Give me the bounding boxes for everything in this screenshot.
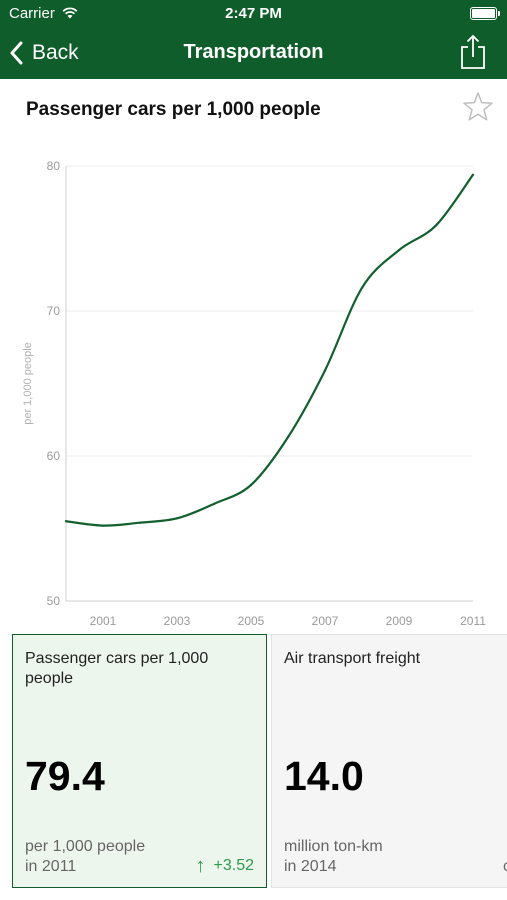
- status-time: 2:47 PM: [225, 5, 282, 22]
- data-point: [471, 173, 475, 176]
- data-point: [360, 286, 364, 289]
- carrier-label: Carrier: [9, 5, 55, 22]
- wifi-icon: [62, 6, 78, 23]
- navigation-bar: Back Transportation: [0, 28, 507, 79]
- card-overflow-text: c: [503, 858, 507, 876]
- indicator-cards: Passenger cars per 1,000 people 79.4 per…: [0, 634, 507, 888]
- data-point: [286, 436, 290, 439]
- y-tick-label: 80: [47, 159, 61, 173]
- favorite-button[interactable]: [462, 91, 494, 128]
- arrow-up-icon: ↑: [195, 855, 206, 877]
- y-axis-label: per 1,000 people: [22, 342, 34, 425]
- chart-heading: Passenger cars per 1,000 people: [26, 99, 321, 120]
- series-line: [65, 174, 474, 527]
- card-unit: million ton-km: [284, 838, 383, 855]
- data-point: [175, 517, 179, 520]
- data-point: [64, 520, 68, 523]
- share-icon: [459, 34, 487, 74]
- data-point: [212, 502, 216, 505]
- back-button[interactable]: Back: [10, 38, 79, 68]
- line-chart: 50 60 70 80 2001 2003 2005 2007 2009 2011 per 1,00…: [22, 159, 486, 628]
- card-value: 14.0: [284, 753, 364, 799]
- card-change-value: +3.52: [213, 857, 254, 874]
- y-tick-label: 50: [47, 594, 61, 608]
- battery-icon: [470, 7, 500, 20]
- card-year: in 2014: [284, 858, 337, 875]
- y-tick-label: 70: [47, 304, 61, 318]
- card-change: ↑ +3.52: [195, 855, 254, 877]
- status-bar: Carrier 2:47 PM: [0, 0, 507, 28]
- app-header: Carrier 2:47 PM Back Transportation: [0, 0, 507, 79]
- x-tick-label: 2001: [90, 614, 117, 628]
- star-icon: [462, 92, 494, 127]
- data-point: [434, 224, 438, 227]
- chevron-left-icon: [10, 41, 24, 65]
- card-title: Passenger cars per 1,000 people: [25, 650, 209, 687]
- card-title: Air transport freight: [284, 650, 421, 667]
- x-tick-label: 2009: [386, 614, 413, 628]
- data-point: [249, 483, 253, 487]
- back-label: Back: [32, 41, 79, 64]
- data-point: [138, 521, 142, 524]
- share-button[interactable]: [459, 34, 487, 75]
- x-tick-label: 2003: [164, 614, 191, 628]
- card-value: 79.4: [25, 753, 105, 799]
- page-title: Transportation: [183, 41, 324, 63]
- data-point: [397, 249, 401, 252]
- x-tick-label: 2005: [238, 614, 265, 628]
- x-tick-label: 2011: [460, 614, 486, 628]
- indicator-card-passenger-cars[interactable]: Passenger cars per 1,000 people 79.4 per…: [12, 634, 267, 888]
- data-point: [323, 369, 327, 372]
- indicator-card-air-freight[interactable]: Air transport freight 14.0 million ton-k…: [271, 634, 507, 888]
- card-year: in 2011: [25, 858, 77, 875]
- data-point: [101, 524, 105, 527]
- card-unit: per 1,000 people: [25, 838, 146, 855]
- y-tick-label: 60: [47, 449, 61, 463]
- x-tick-label: 2007: [312, 614, 339, 628]
